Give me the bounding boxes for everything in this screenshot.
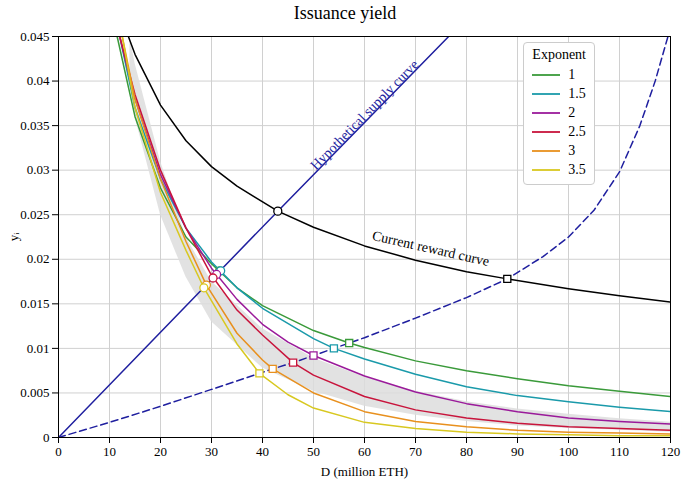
svg-text:0.02: 0.02: [27, 251, 50, 266]
svg-text:110: 110: [610, 444, 629, 459]
html-text:3.5: 3.5: [568, 161, 586, 177]
svg-text:30: 30: [205, 444, 218, 459]
svg-text:0.005: 0.005: [20, 385, 49, 400]
html-text:1: 1: [568, 66, 576, 82]
svg-text:50: 50: [307, 444, 320, 459]
svg-text:60: 60: [358, 444, 371, 459]
svg-text:Current reward curve: Current reward curve: [371, 228, 491, 269]
svg-text:D (million ETH): D (million ETH): [321, 464, 408, 479]
svg-text:yᵢ: yᵢ: [6, 232, 21, 242]
html-text:Exponent: Exponent: [532, 47, 586, 62]
svg-text:10: 10: [103, 444, 116, 459]
svg-text:100: 100: [559, 444, 579, 459]
html-text:2: 2: [568, 104, 576, 120]
svg-text:0.045: 0.045: [20, 29, 49, 44]
svg-text:Hypothetical supply curve: Hypothetical supply curve: [307, 57, 421, 173]
html-text:2.5: 2.5: [568, 123, 586, 139]
svg-text:0.03: 0.03: [27, 162, 50, 177]
html-text:1.5: 1.5: [568, 85, 586, 101]
svg-text:0.04: 0.04: [27, 73, 50, 88]
svg-text:80: 80: [460, 444, 473, 459]
svg-text:20: 20: [154, 444, 167, 459]
svg-text:40: 40: [256, 444, 269, 459]
svg-text:90: 90: [511, 444, 524, 459]
svg-text:0.035: 0.035: [20, 118, 49, 133]
svg-text:0.025: 0.025: [20, 207, 49, 222]
svg-text:0: 0: [55, 444, 62, 459]
html-text:3: 3: [568, 142, 576, 158]
svg-text:0.01: 0.01: [27, 341, 50, 356]
svg-text:120: 120: [661, 444, 681, 459]
svg-text:0.015: 0.015: [20, 296, 49, 311]
svg-text:0: 0: [43, 430, 50, 445]
html-text:Issuance yield: Issuance yield: [293, 3, 397, 23]
svg-text:70: 70: [409, 444, 422, 459]
